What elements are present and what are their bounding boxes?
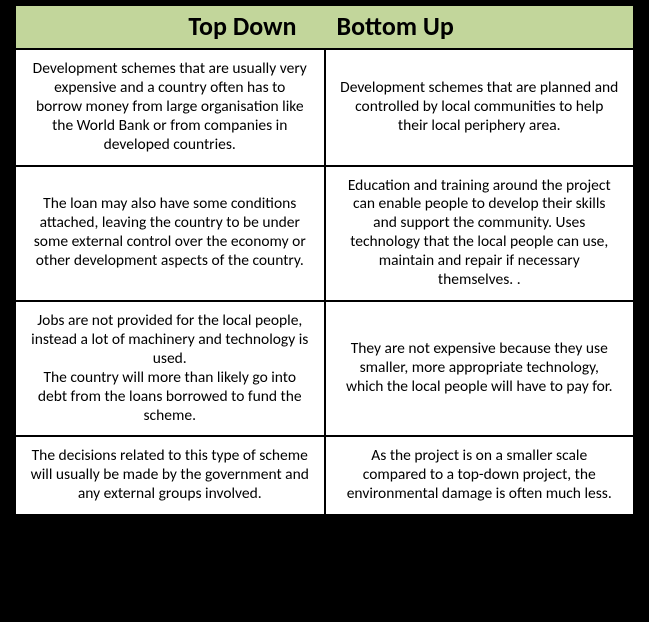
table-row: Jobs are not provided for the local peop… <box>15 301 634 436</box>
header-top-down: Top Down <box>15 5 325 49</box>
table-row: The loan may also have some conditions a… <box>15 166 634 301</box>
cell-top-down: Development schemes that are usually ver… <box>15 49 325 166</box>
comparison-table: Top Down Bottom Up Development schemes t… <box>14 4 635 516</box>
comparison-table-container: Top Down Bottom Up Development schemes t… <box>0 0 649 622</box>
cell-bottom-up: As the project is on a smaller scale com… <box>325 436 635 515</box>
cell-bottom-up: Education and training around the projec… <box>325 166 635 301</box>
cell-top-down: The decisions related to this type of sc… <box>15 436 325 515</box>
header-bottom-up: Bottom Up <box>325 5 635 49</box>
cell-bottom-up: They are not expensive because they use … <box>325 301 635 436</box>
cell-top-down: The loan may also have some conditions a… <box>15 166 325 301</box>
cell-top-down: Jobs are not provided for the local peop… <box>15 301 325 436</box>
table-row: The decisions related to this type of sc… <box>15 436 634 515</box>
cell-bottom-up: Development schemes that are planned and… <box>325 49 635 166</box>
table-row: Development schemes that are usually ver… <box>15 49 634 166</box>
header-row: Top Down Bottom Up <box>15 5 634 49</box>
